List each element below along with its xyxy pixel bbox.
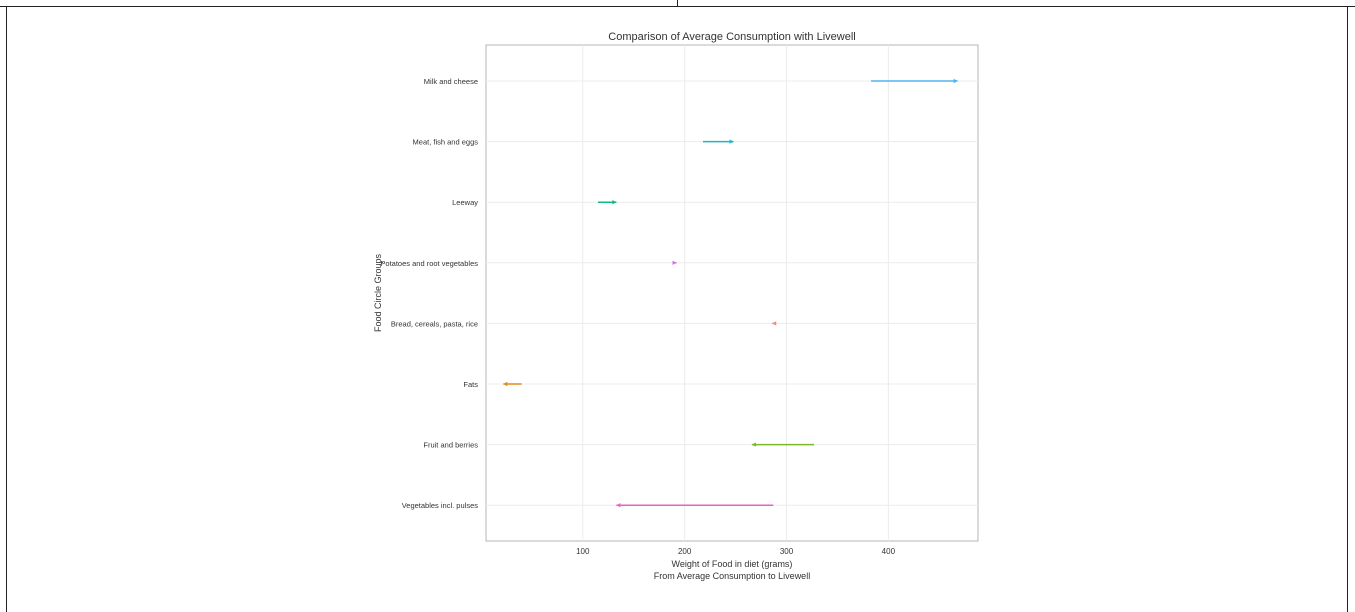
frame-divider — [677, 0, 678, 7]
x-tick-label: 300 — [780, 547, 794, 556]
arrow-head — [751, 442, 756, 447]
frame-right-border — [1347, 6, 1348, 612]
arrow-head — [672, 260, 677, 265]
arrow-head — [612, 200, 617, 205]
arrow-head — [503, 381, 508, 387]
x-tick-labels: 100 200 300 400 — [576, 547, 895, 556]
x-tick-label: 200 — [678, 547, 692, 556]
y-axis-label: Food Circle Groups — [373, 253, 383, 332]
chart-title: Comparison of Average Consumption with L… — [608, 31, 855, 43]
category-labels: Milk and cheese Meat, fish and eggs Leeway… — [380, 77, 478, 510]
category-label: Meat, fish and eggs — [413, 138, 479, 147]
frame-left-border — [6, 6, 7, 612]
category-label: Milk and cheese — [424, 77, 478, 86]
category-label: Bread, cereals, pasta, rice — [391, 319, 478, 328]
x-tick-label: 400 — [882, 547, 896, 556]
category-label: Vegetables incl. pulses — [402, 501, 479, 510]
arrow-head — [772, 321, 777, 326]
arrow-head — [953, 78, 958, 84]
x-tick-label: 100 — [576, 547, 590, 556]
category-label: Leeway — [452, 198, 478, 207]
x-axis-subtitle: From Average Consumption to Livewell — [654, 571, 810, 581]
category-label: Fruit and berries — [423, 441, 478, 450]
plot-panel — [485, 44, 979, 542]
arrow-layer — [503, 78, 958, 508]
arrow-head — [616, 503, 621, 508]
x-axis-label: Weight of Food in diet (grams) — [672, 559, 793, 569]
category-label: Potatoes and root vegetables — [380, 259, 478, 268]
category-label: Fats — [463, 380, 478, 389]
arrow-head — [729, 139, 734, 144]
